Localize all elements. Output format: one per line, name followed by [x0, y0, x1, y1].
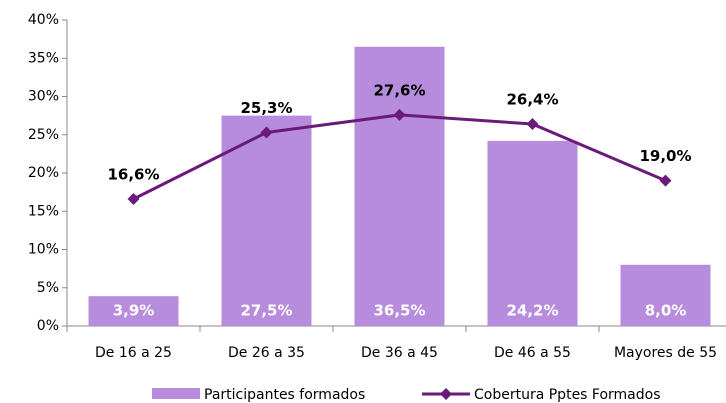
line-value-label: 25,3% [240, 99, 292, 117]
x-tick-label: De 46 a 55 [494, 345, 571, 361]
line-value-label: 16,6% [107, 166, 159, 184]
y-tick-label: 40% [28, 12, 59, 28]
bar [88, 296, 179, 326]
y-tick-label: 25% [28, 127, 59, 143]
x-tick-label: Mayores de 55 [614, 345, 717, 361]
bar [487, 140, 578, 326]
line-marker [260, 126, 273, 139]
bar-value-label: 36,5% [373, 302, 425, 320]
bar-value-label: 27,5% [240, 302, 292, 320]
line-marker [127, 193, 140, 206]
line-marker [526, 118, 539, 131]
bar [354, 46, 445, 327]
x-tick-label: De 16 a 25 [95, 345, 172, 361]
y-tick-label: 20% [28, 165, 59, 181]
x-tick-label: De 36 a 45 [361, 345, 438, 361]
legend-marker [440, 388, 452, 400]
y-tick-label: 35% [28, 50, 59, 66]
line-value-label: 26,4% [506, 91, 558, 109]
line-value-label: 19,0% [639, 147, 691, 165]
legend-label: Participantes formados [204, 387, 365, 403]
bar [221, 115, 312, 326]
y-tick-label: 10% [28, 242, 59, 258]
y-tick-label: 15% [28, 203, 59, 219]
bar [620, 264, 711, 326]
y-tick-label: 0% [37, 318, 59, 334]
y-tick-label: 30% [28, 89, 59, 105]
legend-label: Cobertura Pptes Formados [474, 387, 661, 403]
line-marker [659, 174, 672, 187]
bar-value-label: 3,9% [113, 302, 155, 320]
legend-swatch [152, 388, 200, 399]
x-tick-label: De 26 a 35 [228, 345, 305, 361]
bar-value-label: 24,2% [506, 302, 558, 320]
bar-value-label: 8,0% [645, 302, 687, 320]
line-value-label: 27,6% [373, 81, 425, 99]
y-tick-label: 5% [37, 280, 59, 296]
line-marker [393, 108, 406, 121]
